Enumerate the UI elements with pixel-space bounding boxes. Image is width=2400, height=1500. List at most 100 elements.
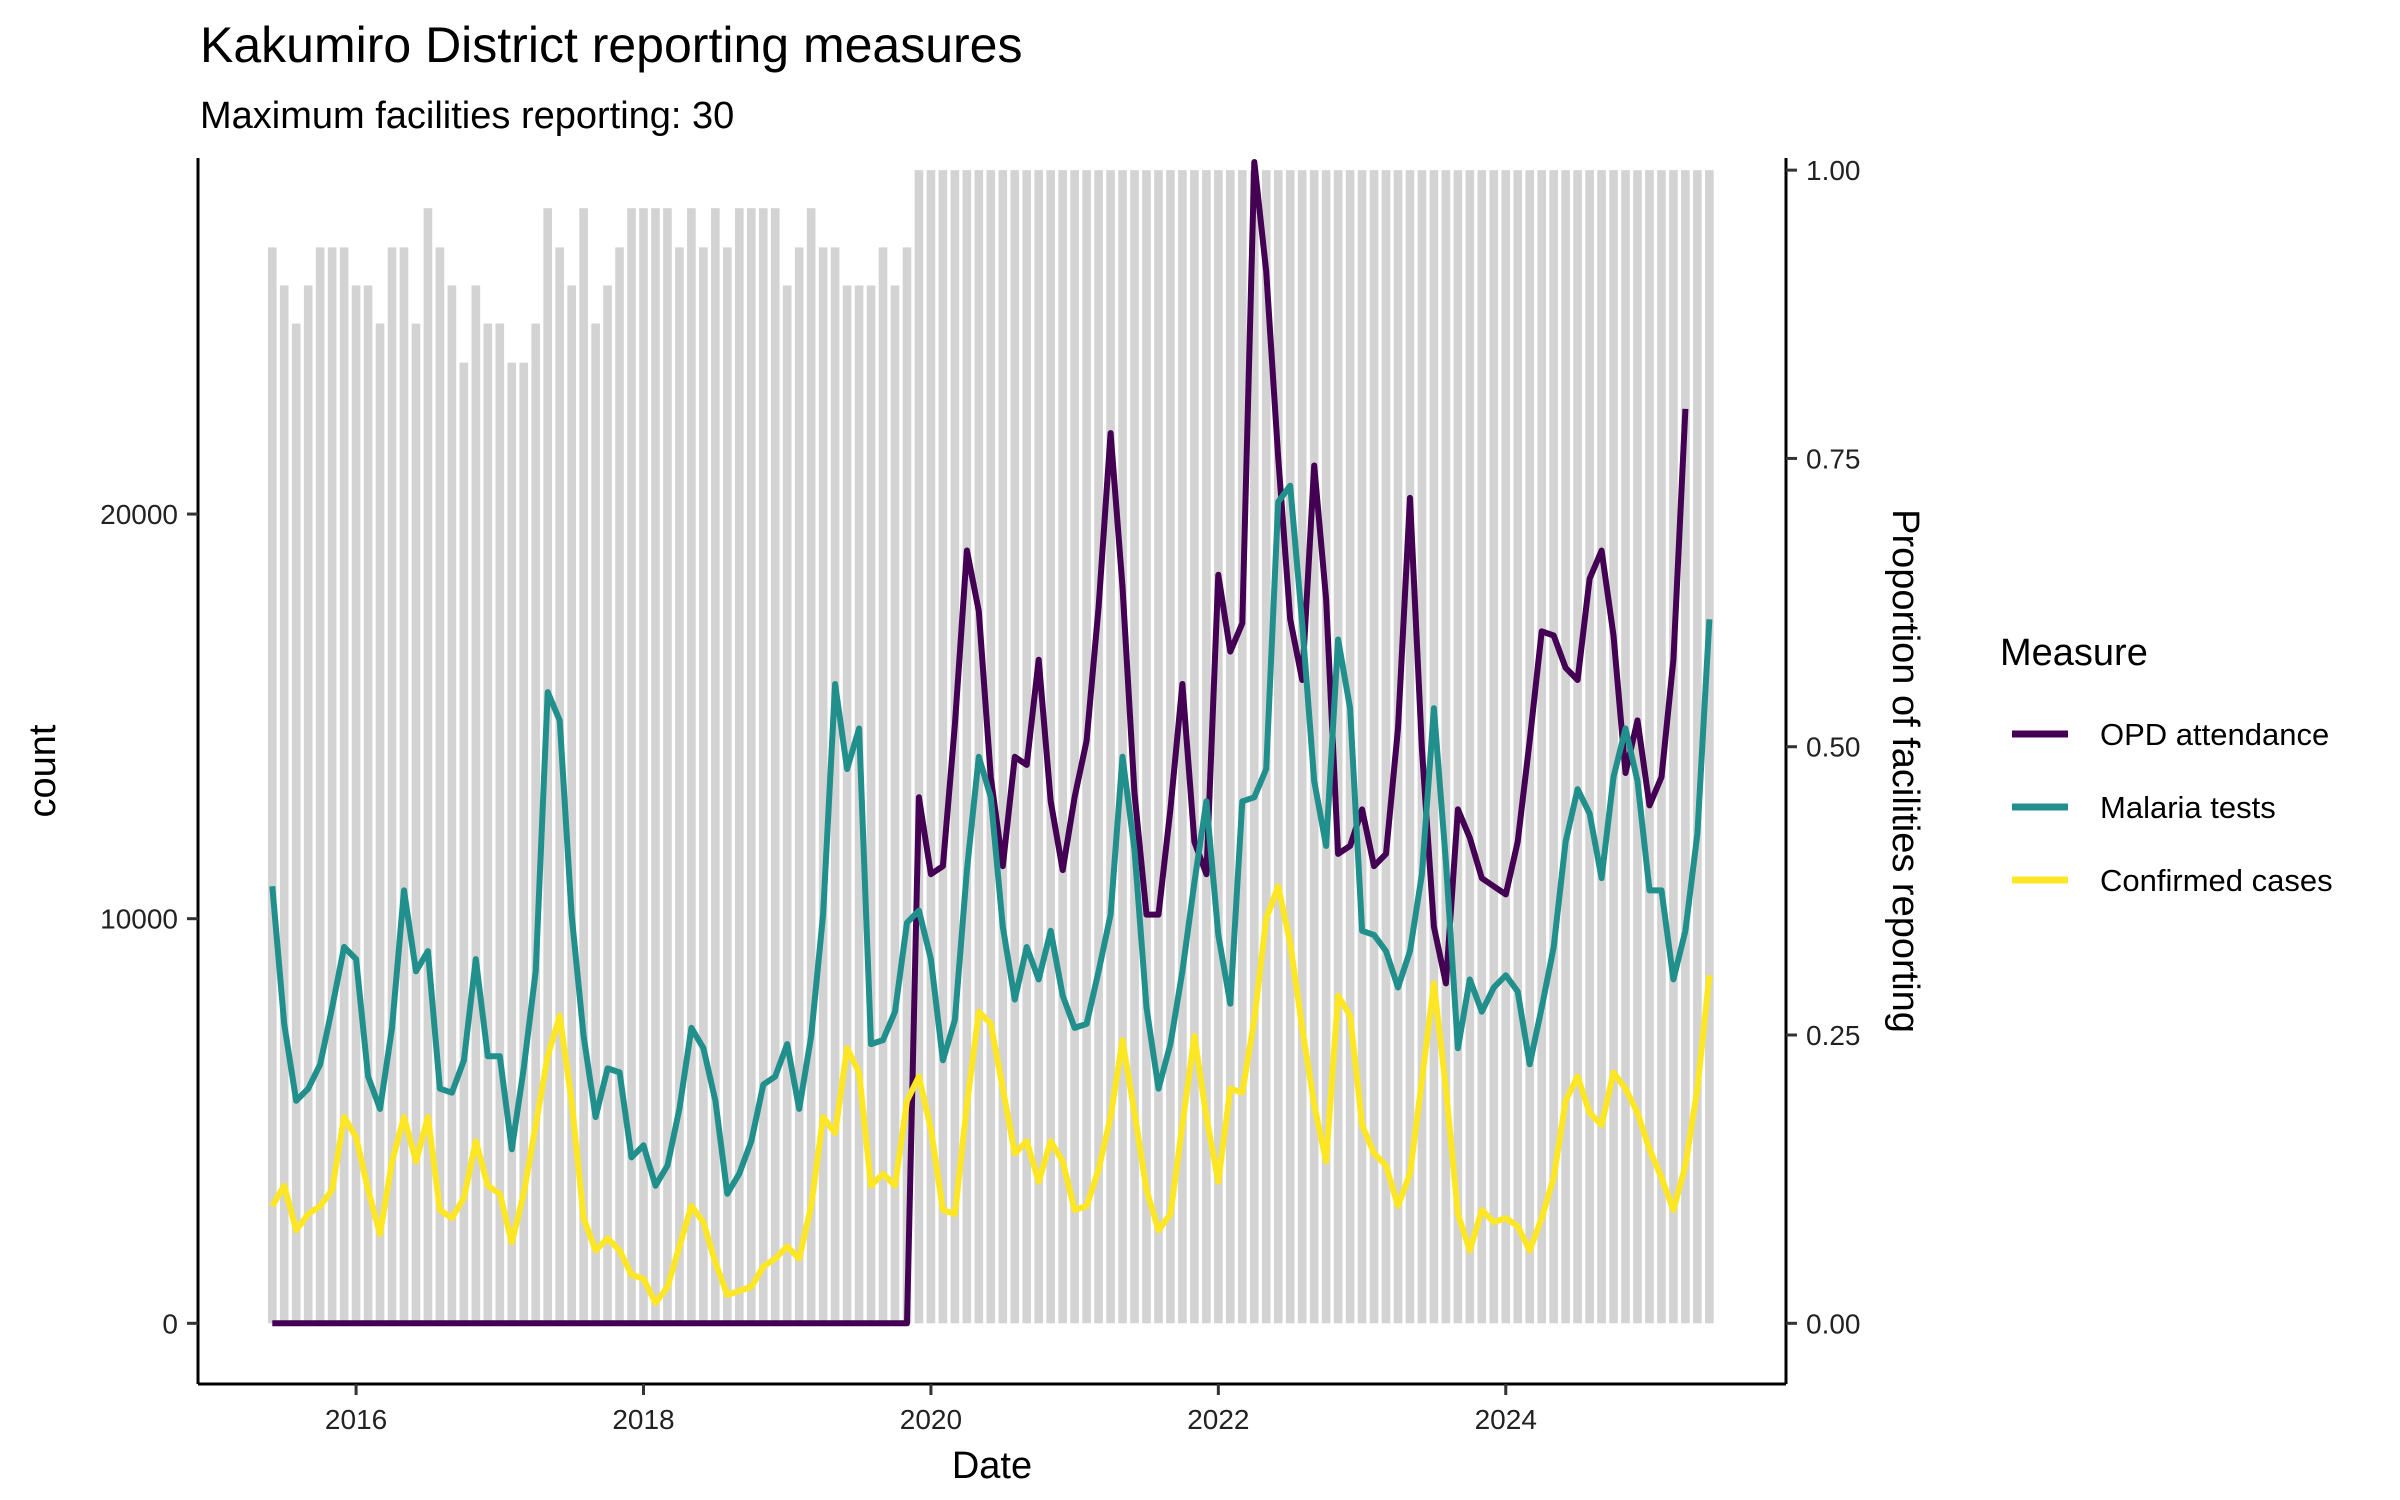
reporting-bar — [495, 323, 505, 1324]
reporting-bar — [878, 247, 888, 1324]
reporting-bar — [1669, 170, 1678, 1324]
reporting-bar — [830, 247, 840, 1324]
reporting-bar — [1465, 170, 1475, 1324]
legend-label: Malaria tests — [2100, 790, 2276, 825]
reporting-bar — [1441, 170, 1451, 1324]
reporting-bar — [1657, 170, 1666, 1324]
reporting-bar — [914, 170, 924, 1324]
reporting-bar — [399, 247, 409, 1324]
reporting-bar — [902, 247, 912, 1324]
reporting-bar — [1154, 170, 1163, 1324]
x-tick-label: 2016 — [325, 1404, 387, 1435]
reporting-bar — [327, 247, 337, 1324]
reporting-bar — [591, 323, 600, 1324]
reporting-bar — [423, 208, 433, 1324]
reporting-bar — [1297, 170, 1307, 1324]
reporting-bar — [1705, 170, 1714, 1324]
reporting-bar — [483, 323, 493, 1324]
reporting-bar — [998, 170, 1008, 1324]
reporting-bar — [1609, 170, 1618, 1324]
reporting-bar — [639, 208, 648, 1324]
reporting-bar — [267, 247, 277, 1324]
reporting-bar — [363, 285, 373, 1324]
reporting-bar — [1046, 170, 1055, 1324]
reporting-bar — [1537, 170, 1546, 1324]
reporting-bar — [603, 285, 612, 1324]
reporting-bar — [818, 247, 828, 1324]
reporting-bar — [1597, 170, 1606, 1324]
reporting-bar — [758, 208, 768, 1324]
reporting-bar — [1561, 170, 1570, 1324]
reporting-bar — [1190, 170, 1199, 1324]
legend-title: Measure — [2000, 632, 2148, 674]
reporting-bar — [279, 285, 289, 1324]
reporting-bar — [687, 208, 696, 1324]
series-line-malaria-tests — [269, 482, 1713, 1197]
x-tick-label: 2022 — [1187, 1404, 1249, 1435]
reporting-bar — [842, 285, 852, 1324]
reporting-bar — [1142, 170, 1151, 1324]
x-tick-label: 2018 — [612, 1404, 674, 1435]
legend: Measure OPD attendance Malaria tests Confi… — [2000, 632, 2333, 898]
reporting-bar — [938, 170, 948, 1324]
y2-tick-label: 0.00 — [1806, 1308, 1861, 1339]
reporting-bar — [675, 247, 684, 1324]
y-tick-label: 20000 — [100, 499, 178, 530]
legend-label: Confirmed cases — [2100, 863, 2333, 898]
reporting-bar — [974, 170, 984, 1324]
reporting-bar — [1549, 170, 1558, 1324]
reporting-bar — [411, 323, 421, 1324]
reporting-bar — [1513, 170, 1523, 1324]
y2-tick-label: 0.25 — [1806, 1020, 1861, 1051]
reporting-bar — [794, 247, 804, 1324]
reporting-bar — [663, 208, 672, 1324]
reporting-bar — [543, 208, 552, 1324]
y2-tick-label: 0.75 — [1806, 443, 1861, 474]
reporting-bar — [303, 285, 313, 1324]
y-axis-title: count — [22, 724, 64, 817]
reporting-bar — [1693, 170, 1702, 1324]
reporting-bar — [711, 208, 720, 1324]
y2-axis-title: Proportion of facilities reporting — [1884, 509, 1926, 1033]
reporting-bar — [1357, 170, 1367, 1324]
y2-tick-label: 0.50 — [1806, 732, 1861, 763]
reporting-bar — [1381, 170, 1391, 1324]
reporting-bar — [1058, 170, 1067, 1324]
reporting-bar — [890, 285, 900, 1324]
reporting-bar — [1178, 170, 1187, 1324]
reporting-bar — [735, 208, 744, 1324]
axes — [196, 158, 1788, 1386]
reporting-bar — [1034, 170, 1044, 1324]
reporting-bar — [1094, 170, 1103, 1324]
reporting-bar — [291, 323, 301, 1324]
series-lines — [269, 159, 1713, 1327]
reporting-bar — [1585, 170, 1594, 1324]
reporting-bar — [435, 247, 445, 1324]
reporting-bar — [770, 208, 780, 1324]
reporting-bar — [1070, 170, 1079, 1324]
reporting-bar — [447, 285, 457, 1324]
reporting-bar — [315, 247, 325, 1324]
reporting-bar — [651, 208, 660, 1324]
reporting-bar — [962, 170, 972, 1324]
reporting-bar — [579, 208, 588, 1324]
reporting-bar — [1273, 170, 1283, 1324]
axis-ticks: 0 10000 20000 0.00 0.25 0.50 0.75 1.00 2016 2018 2… — [100, 155, 1860, 1435]
y-tick-label: 0 — [162, 1308, 178, 1339]
reporting-bar — [351, 285, 361, 1324]
series-line-confirmed-cases — [269, 883, 1713, 1307]
reporting-bar — [1633, 170, 1642, 1324]
x-tick-label: 2020 — [900, 1404, 962, 1435]
reporting-bar — [806, 208, 816, 1324]
reporting-bar — [1405, 170, 1415, 1324]
reporting-bar — [1453, 170, 1463, 1324]
y-tick-label: 10000 — [100, 904, 178, 935]
reporting-bar — [375, 323, 385, 1324]
chart-subtitle: Maximum facilities reporting: 30 — [200, 95, 734, 137]
reporting-bar — [1333, 170, 1343, 1324]
reporting-bar — [1249, 170, 1259, 1324]
reporting-bar — [555, 247, 564, 1324]
reporting-bar — [339, 247, 349, 1324]
reporting-bar — [1237, 170, 1247, 1324]
